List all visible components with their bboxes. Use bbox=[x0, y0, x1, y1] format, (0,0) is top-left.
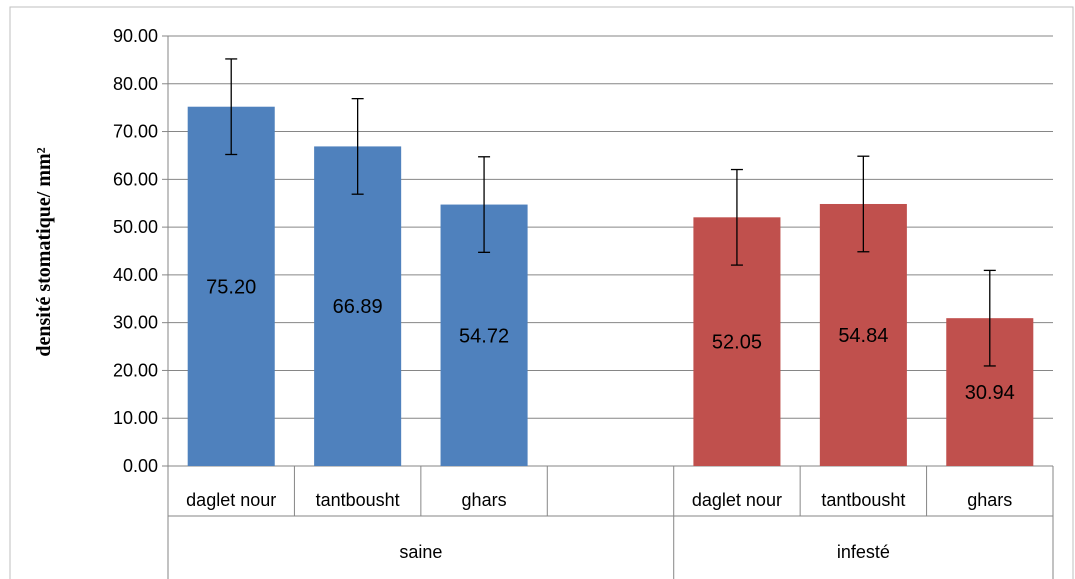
y-tick-label: 70.00 bbox=[113, 122, 158, 142]
y-tick-label: 20.00 bbox=[113, 360, 158, 380]
category-label: daglet nour bbox=[692, 490, 782, 510]
data-label: 54.84 bbox=[838, 325, 888, 347]
data-label: 54.72 bbox=[459, 325, 509, 347]
data-label: 52.05 bbox=[712, 332, 762, 354]
y-tick-label: 90.00 bbox=[113, 26, 158, 46]
y-tick-label: 40.00 bbox=[113, 265, 158, 285]
bars bbox=[187, 58, 1034, 467]
bar bbox=[314, 146, 402, 467]
category-label: tantbousht bbox=[821, 490, 905, 510]
y-axis-title: densité stomatique/ mm² bbox=[33, 147, 55, 356]
data-label: 30.94 bbox=[965, 382, 1015, 404]
y-tick-label: 80.00 bbox=[113, 74, 158, 94]
category-label: tantbousht bbox=[316, 490, 400, 510]
y-tick-label: 0.00 bbox=[123, 456, 158, 476]
category-label: daglet nour bbox=[186, 490, 276, 510]
bar bbox=[187, 106, 275, 466]
data-label: 75.20 bbox=[206, 276, 256, 298]
y-tick-label: 50.00 bbox=[113, 217, 158, 237]
category-label: ghars bbox=[462, 490, 507, 510]
group-label: saine bbox=[399, 542, 442, 562]
category-label: ghars bbox=[967, 490, 1012, 510]
group-label: infesté bbox=[837, 542, 890, 562]
chart-border bbox=[9, 6, 1074, 579]
y-tick-label: 30.00 bbox=[113, 313, 158, 333]
labels: 0.00 10.00 20.00 30.00 40.00 50.00 60.00 70.00 8… bbox=[113, 26, 1015, 562]
y-tick-label: 60.00 bbox=[113, 169, 158, 189]
y-tick-label: 10.00 bbox=[113, 408, 158, 428]
data-label: 66.89 bbox=[333, 296, 383, 318]
